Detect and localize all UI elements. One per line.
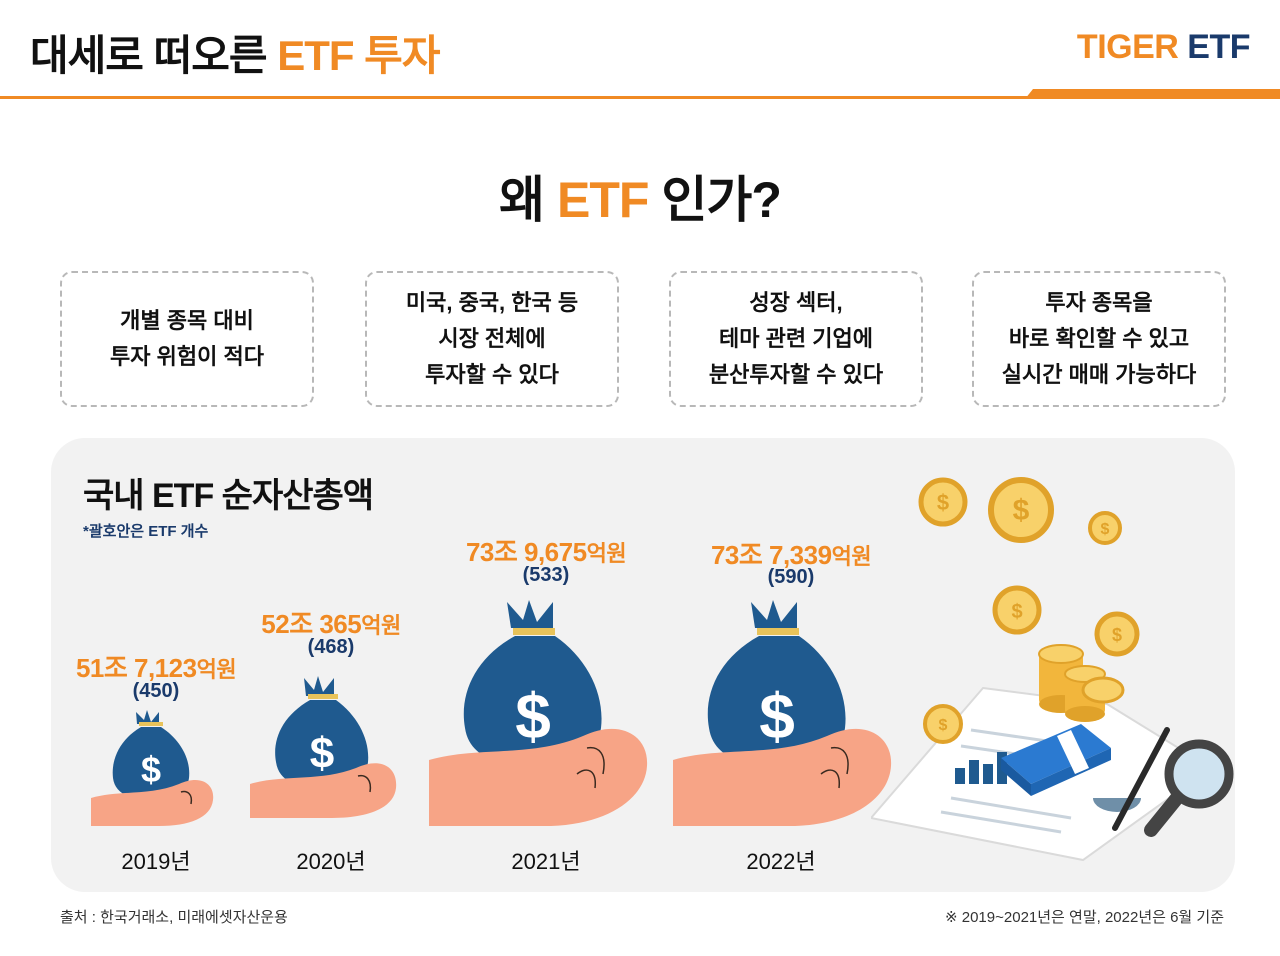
question-suffix: 인가? <box>648 172 782 228</box>
svg-text:$: $ <box>1112 625 1122 645</box>
brand-tiger: TIGER <box>1076 28 1179 66</box>
coin-icon: $ $ $ $ $ $ <box>918 477 1140 744</box>
etf-assets-panel: 국내 ETF 순자산총액 *괄호안은 ETF 개수 51조 7,123억원 (4… <box>51 438 1235 892</box>
magnifier-icon <box>1144 739 1234 837</box>
amount-unit: 억원 <box>586 541 627 566</box>
reason-line: 투자할 수 있다 <box>425 362 559 387</box>
header-accent-tab <box>1025 89 1280 99</box>
question-prefix: 왜 <box>499 172 558 228</box>
amount-unit: 억원 <box>831 544 872 569</box>
hand-icon <box>673 728 892 826</box>
amount-value: 73조 7,339 <box>710 540 832 570</box>
count-label-2020: (468) <box>307 636 355 658</box>
svg-text:$: $ <box>1101 521 1110 538</box>
panel-note: *괄호안은 ETF 개수 <box>83 523 209 540</box>
money-bag-icon: $ <box>250 676 397 818</box>
source-note: 출처 : 한국거래소, 미래에셋자산운용 <box>60 909 288 926</box>
amount-label-2021: 73조 9,675억원 <box>441 532 651 569</box>
amount-label-2019: 51조 7,123억원 <box>51 648 261 685</box>
page-title-main: 대세로 떠오른 <box>30 32 278 79</box>
reason-line: 분산투자할 수 있다 <box>708 362 884 387</box>
svg-text:$: $ <box>1013 494 1030 527</box>
svg-text:$: $ <box>939 717 948 734</box>
header: 대세로 떠오른 ETF 투자 TIGER ETF <box>0 0 1280 100</box>
header-divider <box>0 96 1280 99</box>
section-question: 왜 ETF 인가? <box>0 160 1280 232</box>
money-bag-icon: $ <box>91 710 214 826</box>
page-title: 대세로 떠오른 ETF 투자 <box>30 22 440 83</box>
svg-text:$: $ <box>759 680 795 752</box>
brand-logo: TIGER ETF <box>1076 28 1251 67</box>
money-bag-icon: $ <box>429 600 648 826</box>
reason-line: 투자 종목을 <box>1045 290 1153 315</box>
question-accent: ETF <box>557 172 649 228</box>
amount-label-2022: 73조 7,339억원 <box>686 535 896 572</box>
count-label-2021: (533) <box>522 564 570 586</box>
reason-line: 투자 위험이 적다 <box>110 344 264 369</box>
svg-text:$: $ <box>937 490 949 515</box>
amount-label-2020: 52조 365억원 <box>231 604 431 641</box>
hand-icon <box>429 728 648 826</box>
amount-value: 51조 7,123 <box>75 653 197 683</box>
page-title-accent: ETF 투자 <box>277 32 440 79</box>
count-label-2019: (450) <box>132 680 180 702</box>
svg-text:$: $ <box>141 749 161 790</box>
year-label-2022: 2022년 <box>746 849 816 874</box>
hand-icon <box>250 763 397 818</box>
coin-icon <box>1038 644 1125 722</box>
amount-value: 73조 9,675 <box>465 537 587 567</box>
reason-line: 바로 확인할 수 있고 <box>1008 326 1190 351</box>
brand-etf: ETF <box>1187 28 1250 66</box>
cash-stack-icon <box>1001 724 1111 796</box>
year-label-2020: 2020년 <box>296 849 366 874</box>
basis-note: ※ 2019~2021년은 연말, 2022년은 6월 기준 <box>945 909 1224 926</box>
svg-text:$: $ <box>515 680 551 752</box>
finance-illustration: $ $ $ $ $ $ <box>871 477 1234 862</box>
svg-text:$: $ <box>1011 601 1022 623</box>
panel-title: 국내 ETF 순자산총액 <box>83 477 374 515</box>
amount-unit: 억원 <box>196 657 237 682</box>
amount-unit: 억원 <box>361 613 401 638</box>
reason-line: 미국, 중국, 한국 등 <box>405 290 579 315</box>
count-label-2022: (590) <box>767 566 815 588</box>
year-label-2021: 2021년 <box>511 849 581 874</box>
reason-line: 개별 종목 대비 <box>120 308 254 333</box>
reason-line: 테마 관련 기업에 <box>719 326 873 351</box>
reason-line: 시장 전체에 <box>438 326 546 351</box>
svg-text:$: $ <box>310 729 334 778</box>
year-label-2019: 2019년 <box>121 849 191 874</box>
reason-line: 실시간 매매 가능하다 <box>1001 362 1197 387</box>
reason-line: 성장 섹터, <box>749 290 843 315</box>
money-bag-icon: $ <box>673 600 892 826</box>
amount-value: 52조 365 <box>261 609 362 639</box>
pen-icon <box>1112 727 1170 831</box>
